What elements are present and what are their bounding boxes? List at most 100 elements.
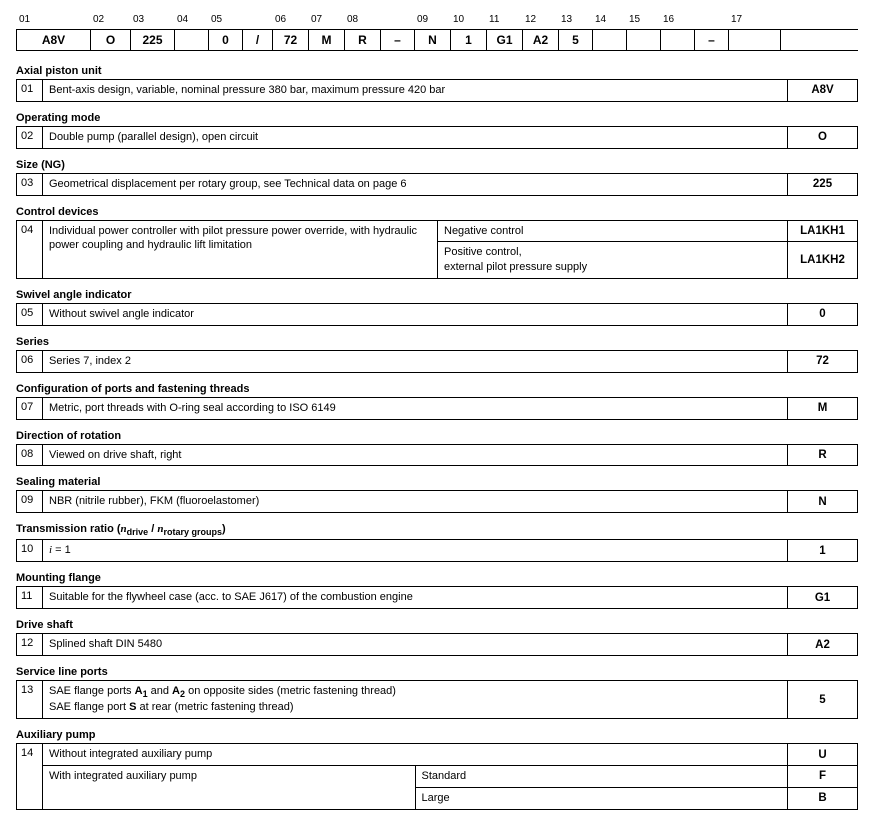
option-code: 0 bbox=[787, 304, 857, 325]
section-title: Operating mode bbox=[16, 112, 858, 124]
row-number: 09 bbox=[17, 491, 43, 512]
section-title: Axial piston unit bbox=[16, 65, 858, 77]
option-code: B bbox=[787, 787, 857, 809]
spec-row: 02Double pump (parallel design), open ci… bbox=[17, 127, 857, 148]
row-description: Without swivel angle indicator bbox=[43, 304, 787, 325]
row-description: Without integrated auxiliary pump bbox=[43, 744, 787, 765]
row-description: Suitable for the flywheel case (acc. to … bbox=[43, 587, 787, 608]
spec-row: 05Without swivel angle indicator0 bbox=[17, 304, 857, 325]
option-code: U bbox=[787, 744, 857, 765]
option-code: O bbox=[787, 127, 857, 148]
position-number: 01 bbox=[16, 14, 90, 27]
spec-section: Direction of rotation08Viewed on drive s… bbox=[16, 430, 858, 467]
spec-section: Axial piston unit01Bent-axis design, var… bbox=[16, 65, 858, 102]
row-number: 08 bbox=[17, 445, 43, 466]
option-description: Large bbox=[415, 787, 788, 809]
row-description: SAE flange ports A1 and A2 on opposite s… bbox=[43, 681, 787, 718]
spec-row: 10i = 11 bbox=[17, 540, 857, 561]
spec-row: 11Suitable for the flywheel case (acc. t… bbox=[17, 587, 857, 608]
position-number: 08 bbox=[344, 14, 380, 27]
row-number: 11 bbox=[17, 587, 43, 608]
code-cell: A8V bbox=[17, 30, 91, 50]
spec-row: 13SAE flange ports A1 and A2 on opposite… bbox=[17, 681, 857, 718]
code-cell bbox=[593, 30, 627, 50]
section-table: 13SAE flange ports A1 and A2 on opposite… bbox=[16, 680, 858, 719]
section-title: Drive shaft bbox=[16, 619, 858, 631]
code-cell: – bbox=[695, 30, 729, 50]
option-description: Negative control bbox=[437, 221, 787, 242]
spec-row: 08Viewed on drive shaft, rightR bbox=[17, 445, 857, 466]
option-code: 5 bbox=[787, 681, 857, 718]
row-number: 04 bbox=[17, 221, 43, 279]
code-cell: 5 bbox=[559, 30, 593, 50]
option-code: A2 bbox=[787, 634, 857, 655]
code-cell: 0 bbox=[209, 30, 243, 50]
section-table: 04Individual power controller with pilot… bbox=[16, 220, 858, 280]
section-title: Auxiliary pump bbox=[16, 729, 858, 741]
section-title: Series bbox=[16, 336, 858, 348]
code-cell bbox=[729, 30, 781, 50]
code-cell bbox=[175, 30, 209, 50]
section-title: Transmission ratio (ndrive / nrotary gro… bbox=[16, 523, 858, 537]
code-cell: N bbox=[415, 30, 451, 50]
row-number: 13 bbox=[17, 681, 43, 718]
section-table: 03Geometrical displacement per rotary gr… bbox=[16, 173, 858, 196]
section-title: Control devices bbox=[16, 206, 858, 218]
option-code: N bbox=[787, 491, 857, 512]
section-table: 12Splined shaft DIN 5480A2 bbox=[16, 633, 858, 656]
section-table: 02Double pump (parallel design), open ci… bbox=[16, 126, 858, 149]
spec-row: 12Splined shaft DIN 5480A2 bbox=[17, 634, 857, 655]
section-table: 14Without integrated auxiliary pumpU With… bbox=[16, 743, 858, 810]
spec-section: Series 06Series 7, index 272 bbox=[16, 336, 858, 373]
row-description: Splined shaft DIN 5480 bbox=[43, 634, 787, 655]
position-number: 17 bbox=[728, 14, 780, 27]
position-number bbox=[694, 14, 728, 27]
option-code: 72 bbox=[787, 351, 857, 372]
position-number: 15 bbox=[626, 14, 660, 27]
position-number: 04 bbox=[174, 14, 208, 27]
section-title: Configuration of ports and fastening thr… bbox=[16, 383, 858, 395]
row-description: Bent-axis design, variable, nominal pres… bbox=[43, 80, 787, 101]
spec-section: Service line ports13SAE flange ports A1 … bbox=[16, 666, 858, 719]
option-code: R bbox=[787, 445, 857, 466]
spec-section: Sealing material09NBR (nitrile rubber), … bbox=[16, 476, 858, 513]
row-description: Individual power controller with pilot p… bbox=[43, 221, 437, 279]
spec-row: 07Metric, port threads with O-ring seal … bbox=[17, 398, 857, 419]
option-code: 225 bbox=[787, 174, 857, 195]
row-description: i = 1 bbox=[43, 540, 787, 561]
spec-section: Swivel angle indicator 05Without swivel a… bbox=[16, 289, 858, 326]
section-title: Swivel angle indicator bbox=[16, 289, 858, 301]
row-number: 14 bbox=[17, 744, 43, 809]
section-title: Sealing material bbox=[16, 476, 858, 488]
row-number: 10 bbox=[17, 540, 43, 561]
option-code: LA1KH1 bbox=[787, 221, 857, 242]
spec-section: Size (NG) 03Geometrical displacement per … bbox=[16, 159, 858, 196]
code-cell bbox=[627, 30, 661, 50]
option-code: 1 bbox=[787, 540, 857, 561]
spec-row: 06Series 7, index 272 bbox=[17, 351, 857, 372]
section-table: 08Viewed on drive shaft, rightR bbox=[16, 444, 858, 467]
section-title: Size (NG) bbox=[16, 159, 858, 171]
row-description: With integrated auxiliary pump bbox=[43, 765, 415, 787]
ordering-code-row: A8VO2250/72MR–N1G1A25– bbox=[16, 29, 858, 51]
section-table: 05Without swivel angle indicator0 bbox=[16, 303, 858, 326]
section-table: 09NBR (nitrile rubber), FKM (fluoroelast… bbox=[16, 490, 858, 513]
section-table: 10i = 11 bbox=[16, 539, 858, 562]
row-description: Viewed on drive shaft, right bbox=[43, 445, 787, 466]
position-number bbox=[242, 14, 272, 27]
code-cell: 225 bbox=[131, 30, 175, 50]
position-header-row: 0102030405060708091011121314151617 bbox=[16, 14, 858, 27]
row-description: Geometrical displacement per rotary grou… bbox=[43, 174, 787, 195]
position-number: 02 bbox=[90, 14, 130, 27]
spec-section: Configuration of ports and fastening thr… bbox=[16, 383, 858, 420]
option-description: Standard bbox=[415, 765, 788, 787]
code-cell: 72 bbox=[273, 30, 309, 50]
spec-row: 03Geometrical displacement per rotary gr… bbox=[17, 174, 857, 195]
section-table: 11Suitable for the flywheel case (acc. t… bbox=[16, 586, 858, 609]
option-code: A8V bbox=[787, 80, 857, 101]
option-code: LA1KH2 bbox=[787, 241, 857, 278]
row-description bbox=[43, 787, 415, 809]
code-cell bbox=[661, 30, 695, 50]
position-number: 03 bbox=[130, 14, 174, 27]
row-number: 07 bbox=[17, 398, 43, 419]
